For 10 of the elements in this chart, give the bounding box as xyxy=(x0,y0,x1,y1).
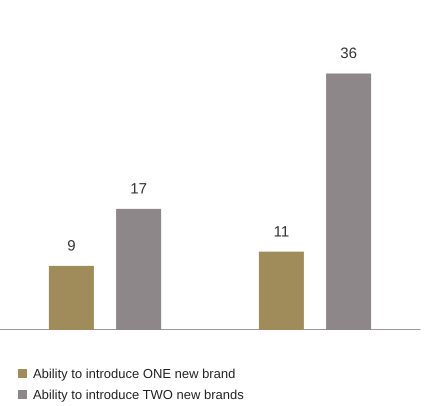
data-label: 17 xyxy=(130,180,147,198)
data-label: 11 xyxy=(274,223,290,240)
data-label: 36 xyxy=(340,45,357,62)
data-label: 9 xyxy=(67,238,76,255)
bar xyxy=(48,266,94,330)
bar xyxy=(116,208,162,330)
bar xyxy=(326,74,372,330)
legend-label: Ability to introduce ONE new brand xyxy=(33,366,236,381)
bar xyxy=(258,252,304,330)
legend-label: Ability to introduce TWO new brands xyxy=(33,387,244,402)
